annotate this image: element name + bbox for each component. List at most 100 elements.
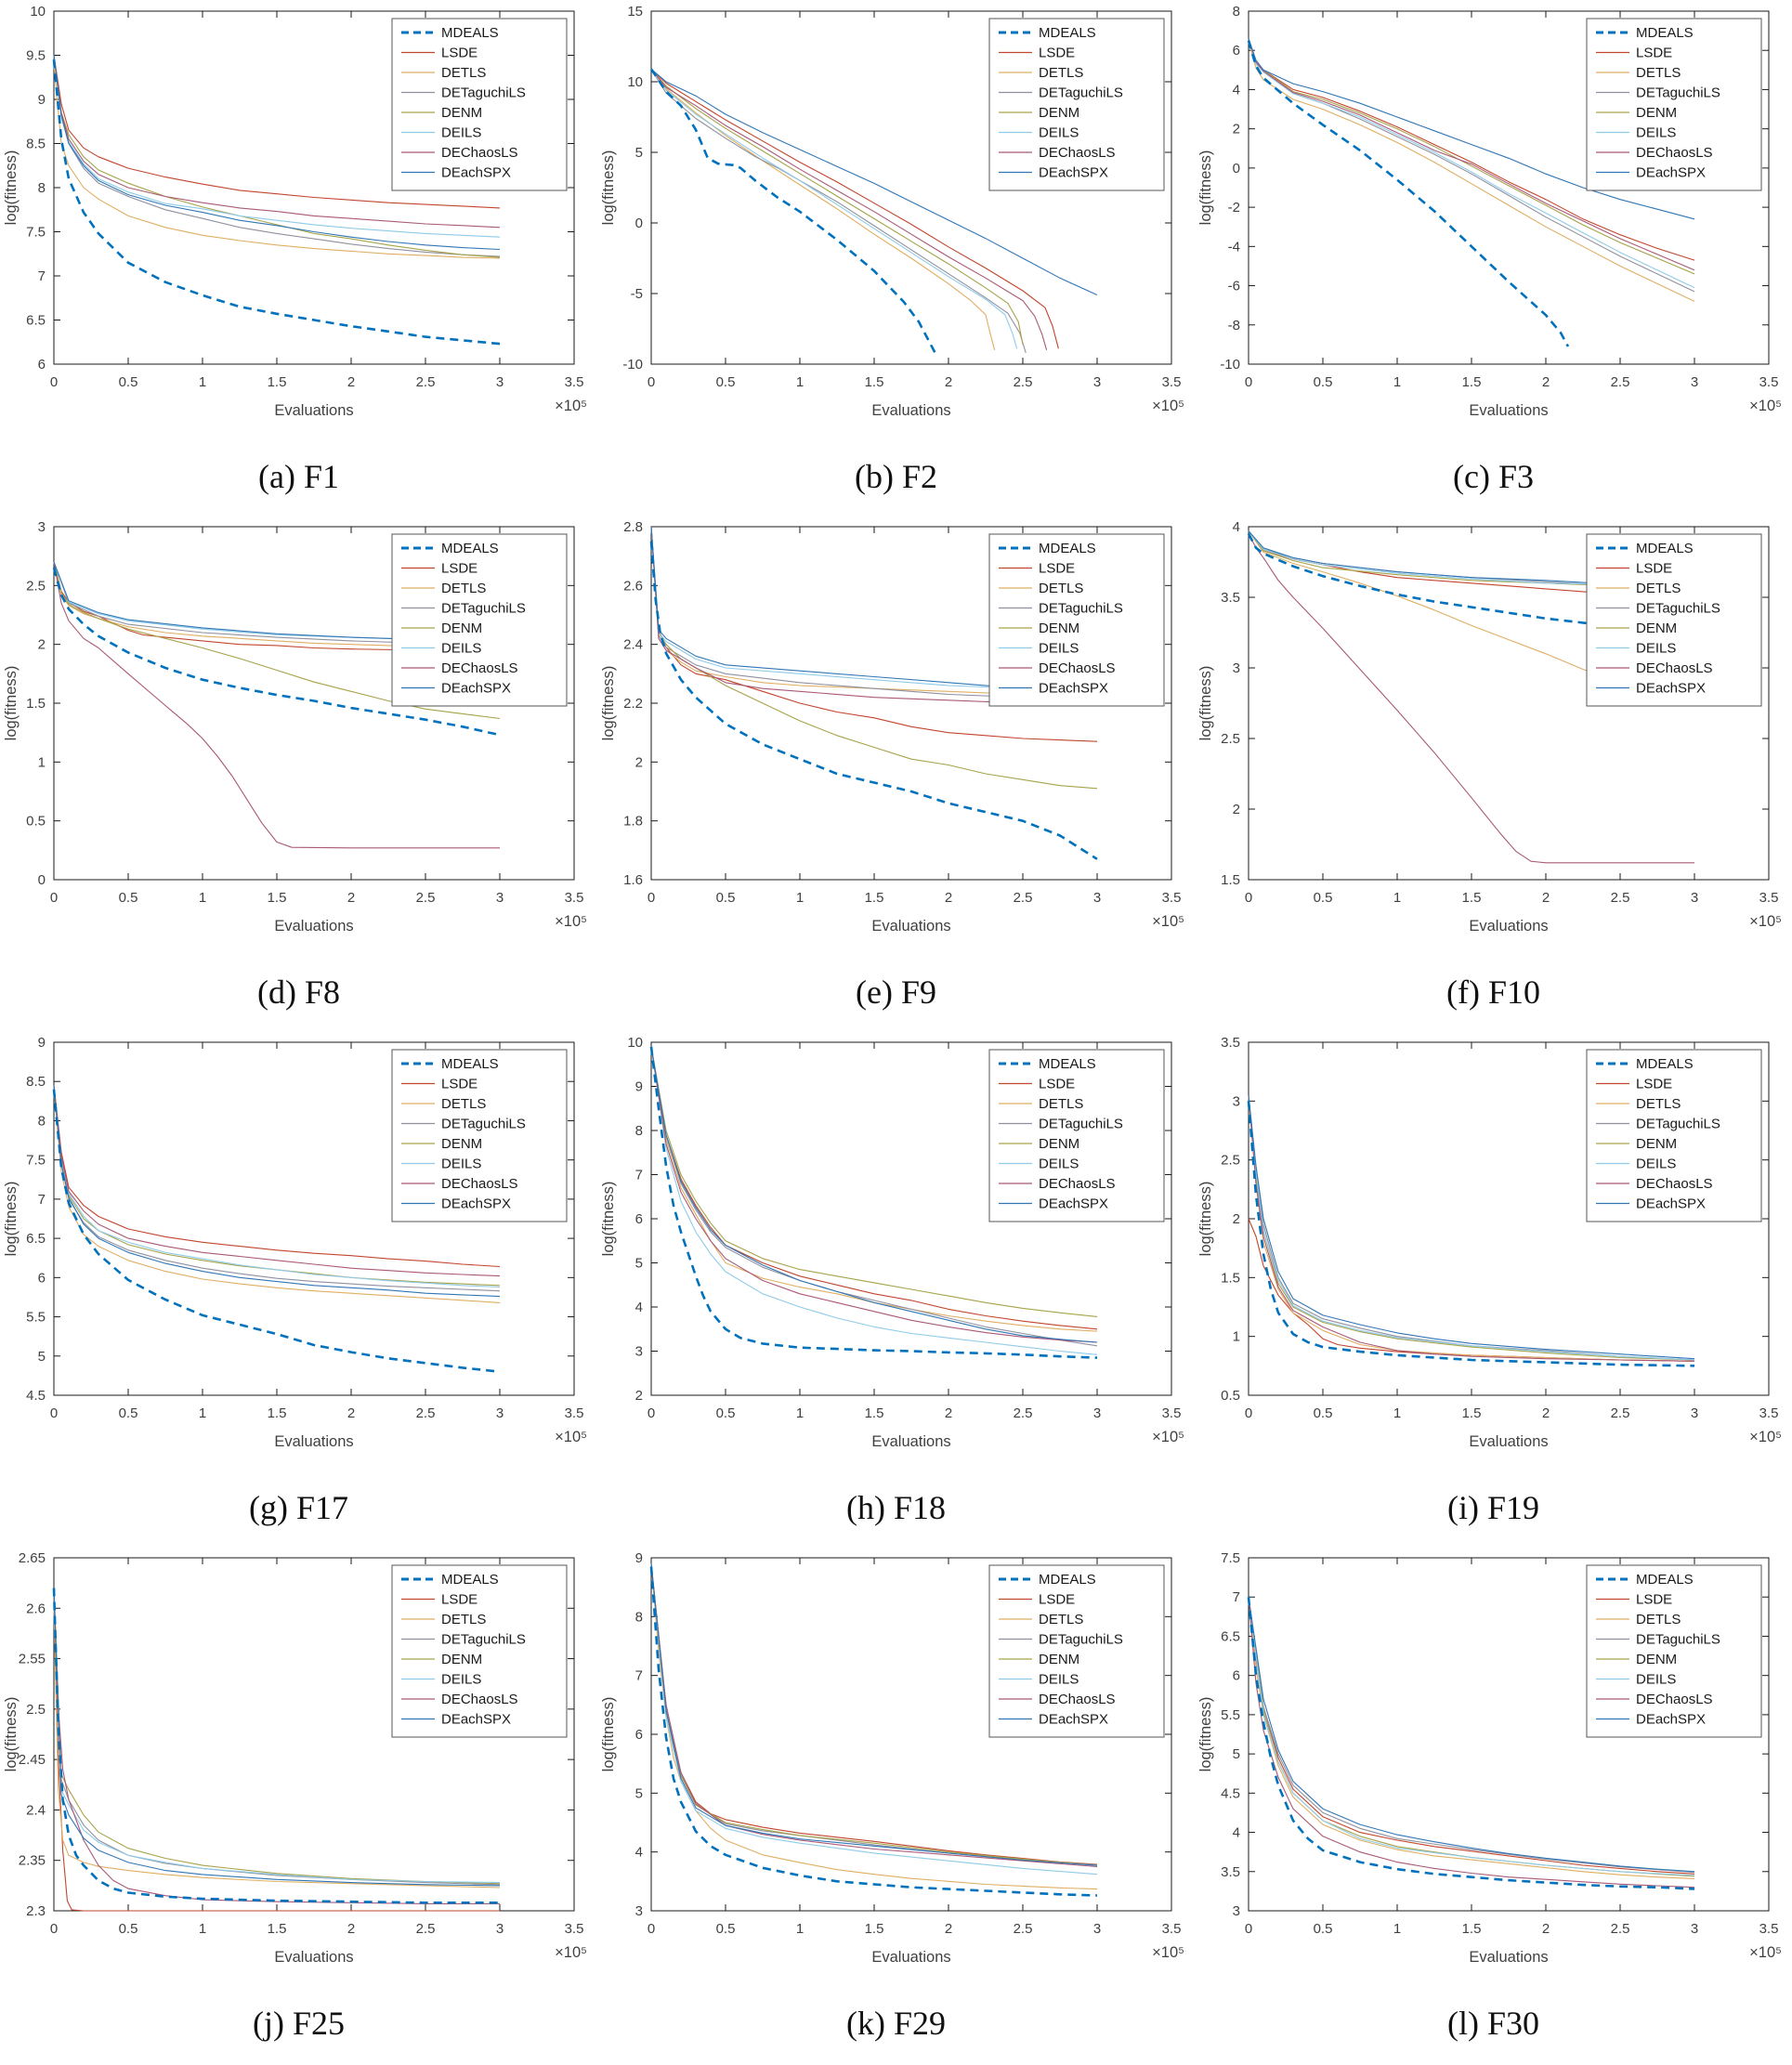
series-line-DETLS xyxy=(53,1089,501,1303)
legend-frame xyxy=(1586,1564,1762,1738)
chart-f2: 0 0.5 1 1.5 2 2.5 3 3.5 -10 -5 0 5 10 15 Evaluations ×1… xyxy=(597,0,1195,437)
series-line-DETaguchiLS xyxy=(53,55,501,257)
y-tick-label: 0.5 xyxy=(1221,1388,1240,1404)
y-tick-label: 2.55 xyxy=(19,1652,46,1667)
legend-frame xyxy=(391,1564,568,1738)
x-tick-label: 2.5 xyxy=(416,1405,436,1421)
y-tick-label: 4 xyxy=(1233,82,1240,98)
chart-f9: 0 0.5 1 1.5 2 2.5 3 3.5 1.6 1.8 2 2.2 2.4 2.6 2.8 Evalu… xyxy=(597,516,1195,952)
legend-label-DETaguchiLS: DETaguchiLS xyxy=(441,1117,526,1132)
y-tick-label: 3 xyxy=(1233,660,1240,676)
x-exponent-label: ×10⁵ xyxy=(1749,913,1782,930)
legend-label-DETaguchiLS: DETaguchiLS xyxy=(1636,1117,1720,1132)
series-line-DENM xyxy=(1248,38,1695,275)
caption-f9: (e) F9 xyxy=(856,973,936,1011)
y-tick-label: 6 xyxy=(1233,43,1240,59)
x-tick-label: 2 xyxy=(945,374,952,390)
x-tick-label: 3 xyxy=(1093,890,1101,906)
x-tick-label: 2.5 xyxy=(1611,1921,1630,1937)
x-tick-label: 3 xyxy=(496,1405,504,1421)
legend-label-DEILS: DEILS xyxy=(441,1157,481,1172)
x-tick-label: 1.5 xyxy=(1462,374,1482,390)
x-tick-label: 0.5 xyxy=(716,890,736,906)
legend-frame xyxy=(988,1564,1165,1738)
series-line-DENM xyxy=(53,55,501,258)
series-line-DETaguchiLS xyxy=(650,69,1027,353)
y-tick-label: 15 xyxy=(627,4,643,20)
series-line-DEachSPX xyxy=(650,1046,1098,1343)
legend-box: MDEALS LSDE DETLS DETaguchiLS DENM DEILS DECha… xyxy=(988,1564,1165,1738)
legend-label-DEILS: DEILS xyxy=(1636,125,1676,141)
series-line-MDEALS xyxy=(1247,40,1570,347)
x-tick-label: 2 xyxy=(945,1921,952,1937)
legend-label-DETaguchiLS: DETaguchiLS xyxy=(441,85,526,101)
caption-f3: (c) F3 xyxy=(1453,457,1534,495)
chart-f25: 0 0.5 1 1.5 2 2.5 3 3.5 2.3 2.35 2.4 2.45 2.5 2.55 2.6… xyxy=(0,1547,597,1983)
legend-label-DEachSPX: DEachSPX xyxy=(441,165,511,181)
y-tick-label: 7 xyxy=(635,1668,643,1684)
legend-label-DEChaosLS: DEChaosLS xyxy=(1636,1692,1713,1707)
legend-label-DETLS: DETLS xyxy=(441,65,486,81)
series-line-LSDE xyxy=(650,1046,1098,1330)
x-tick-label: 1.5 xyxy=(1462,1921,1482,1937)
x-tick-label: 0 xyxy=(647,374,655,390)
y-tick-label: 2.2 xyxy=(623,696,643,712)
legend-label-DEachSPX: DEachSPX xyxy=(441,1712,511,1728)
legend-label-DEILS: DEILS xyxy=(441,641,481,657)
series-line-DEChaosLS xyxy=(53,1085,501,1277)
series-line-DENM xyxy=(650,1563,1098,1866)
axes-box xyxy=(53,1041,575,1396)
x-tick-label: 2 xyxy=(945,1405,952,1421)
legend-label-DETaguchiLS: DETaguchiLS xyxy=(441,601,526,617)
legend-label-DEachSPX: DEachSPX xyxy=(1636,165,1706,181)
legend-label-LSDE: LSDE xyxy=(1636,561,1672,577)
subplot-f1: 0 0.5 1 1.5 2 2.5 3 3.5 6 6.5 7 7.5 8 8.5 9 9.5 10 Evalua… xyxy=(0,0,597,516)
legend-label-DETLS: DETLS xyxy=(1039,65,1083,81)
x-axis-label: Evaluations xyxy=(274,402,353,419)
x-tick-label: 0.5 xyxy=(119,890,138,906)
subplot-f8: 0 0.5 1 1.5 2 2.5 3 3.5 0 0.5 1 1.5 2 2.5 3 Evaluations… xyxy=(0,516,597,1031)
x-tick-label: 1 xyxy=(1393,1405,1401,1421)
legend-box: MDEALS LSDE DETLS DETaguchiLS DENM DEILS DECha… xyxy=(988,533,1165,707)
legend-label-DEachSPX: DEachSPX xyxy=(1039,165,1108,181)
x-tick-label: 1.5 xyxy=(1462,890,1482,906)
legend-label-DEILS: DEILS xyxy=(1636,641,1676,657)
legend-label-MDEALS: MDEALS xyxy=(1039,541,1096,556)
x-exponent-label: ×10⁵ xyxy=(555,398,587,414)
legend-label-LSDE: LSDE xyxy=(1039,1077,1075,1092)
series-line-DEChaosLS xyxy=(650,1563,1098,1868)
legend-label-DENM: DENM xyxy=(1039,1652,1079,1667)
x-axis-label: Evaluations xyxy=(871,1949,950,1966)
legend-label-DETaguchiLS: DETaguchiLS xyxy=(1039,85,1123,101)
series-line-DEChaosLS xyxy=(53,561,500,849)
caption-f2: (b) F2 xyxy=(855,457,937,495)
chart-f10: 0 0.5 1 1.5 2 2.5 3 3.5 1.5 2 2.5 3 3.5 4 Evaluations ×… xyxy=(1195,516,1792,952)
x-tick-label: 0 xyxy=(1245,374,1252,390)
legend-label-DETaguchiLS: DETaguchiLS xyxy=(1636,601,1720,617)
y-tick-label: 4 xyxy=(635,1300,643,1315)
x-tick-label: 2.5 xyxy=(1014,1405,1033,1421)
legend-label-DEChaosLS: DEChaosLS xyxy=(441,1176,518,1192)
series-line-DEChaosLS xyxy=(650,68,1048,350)
legend-label-DEachSPX: DEachSPX xyxy=(1636,1712,1706,1728)
y-tick-label: 2.3 xyxy=(26,1903,46,1919)
legend-label-MDEALS: MDEALS xyxy=(1039,1056,1096,1072)
y-tick-label: 7 xyxy=(635,1168,643,1183)
x-tick-label: 1 xyxy=(199,374,206,390)
y-tick-label: -10 xyxy=(1220,357,1240,372)
y-axis-label: log(fitness) xyxy=(3,150,20,226)
x-tick-label: 1.5 xyxy=(1462,1405,1482,1421)
x-tick-label: 1.5 xyxy=(865,1405,884,1421)
legend-label-DENM: DENM xyxy=(1636,105,1677,121)
x-axis-label: Evaluations xyxy=(871,1433,950,1450)
legend-label-DENM: DENM xyxy=(441,621,482,636)
y-tick-label: 2.5 xyxy=(1221,1153,1240,1169)
series-line-MDEALS xyxy=(1247,1101,1695,1367)
series-line-LSDE xyxy=(1248,38,1695,261)
x-tick-label: 0.5 xyxy=(1314,374,1333,390)
x-exponent-label: ×10⁵ xyxy=(1749,1944,1782,1961)
legend-frame xyxy=(391,18,568,191)
x-tick-label: 0 xyxy=(50,1405,58,1421)
series-line-DETaguchiLS xyxy=(1248,1094,1695,1361)
chart-f3: 0 0.5 1 1.5 2 2.5 3 3.5 -10 -8 -6 -4 -2 0 2 4 6 8 Evaluati… xyxy=(1195,0,1792,437)
